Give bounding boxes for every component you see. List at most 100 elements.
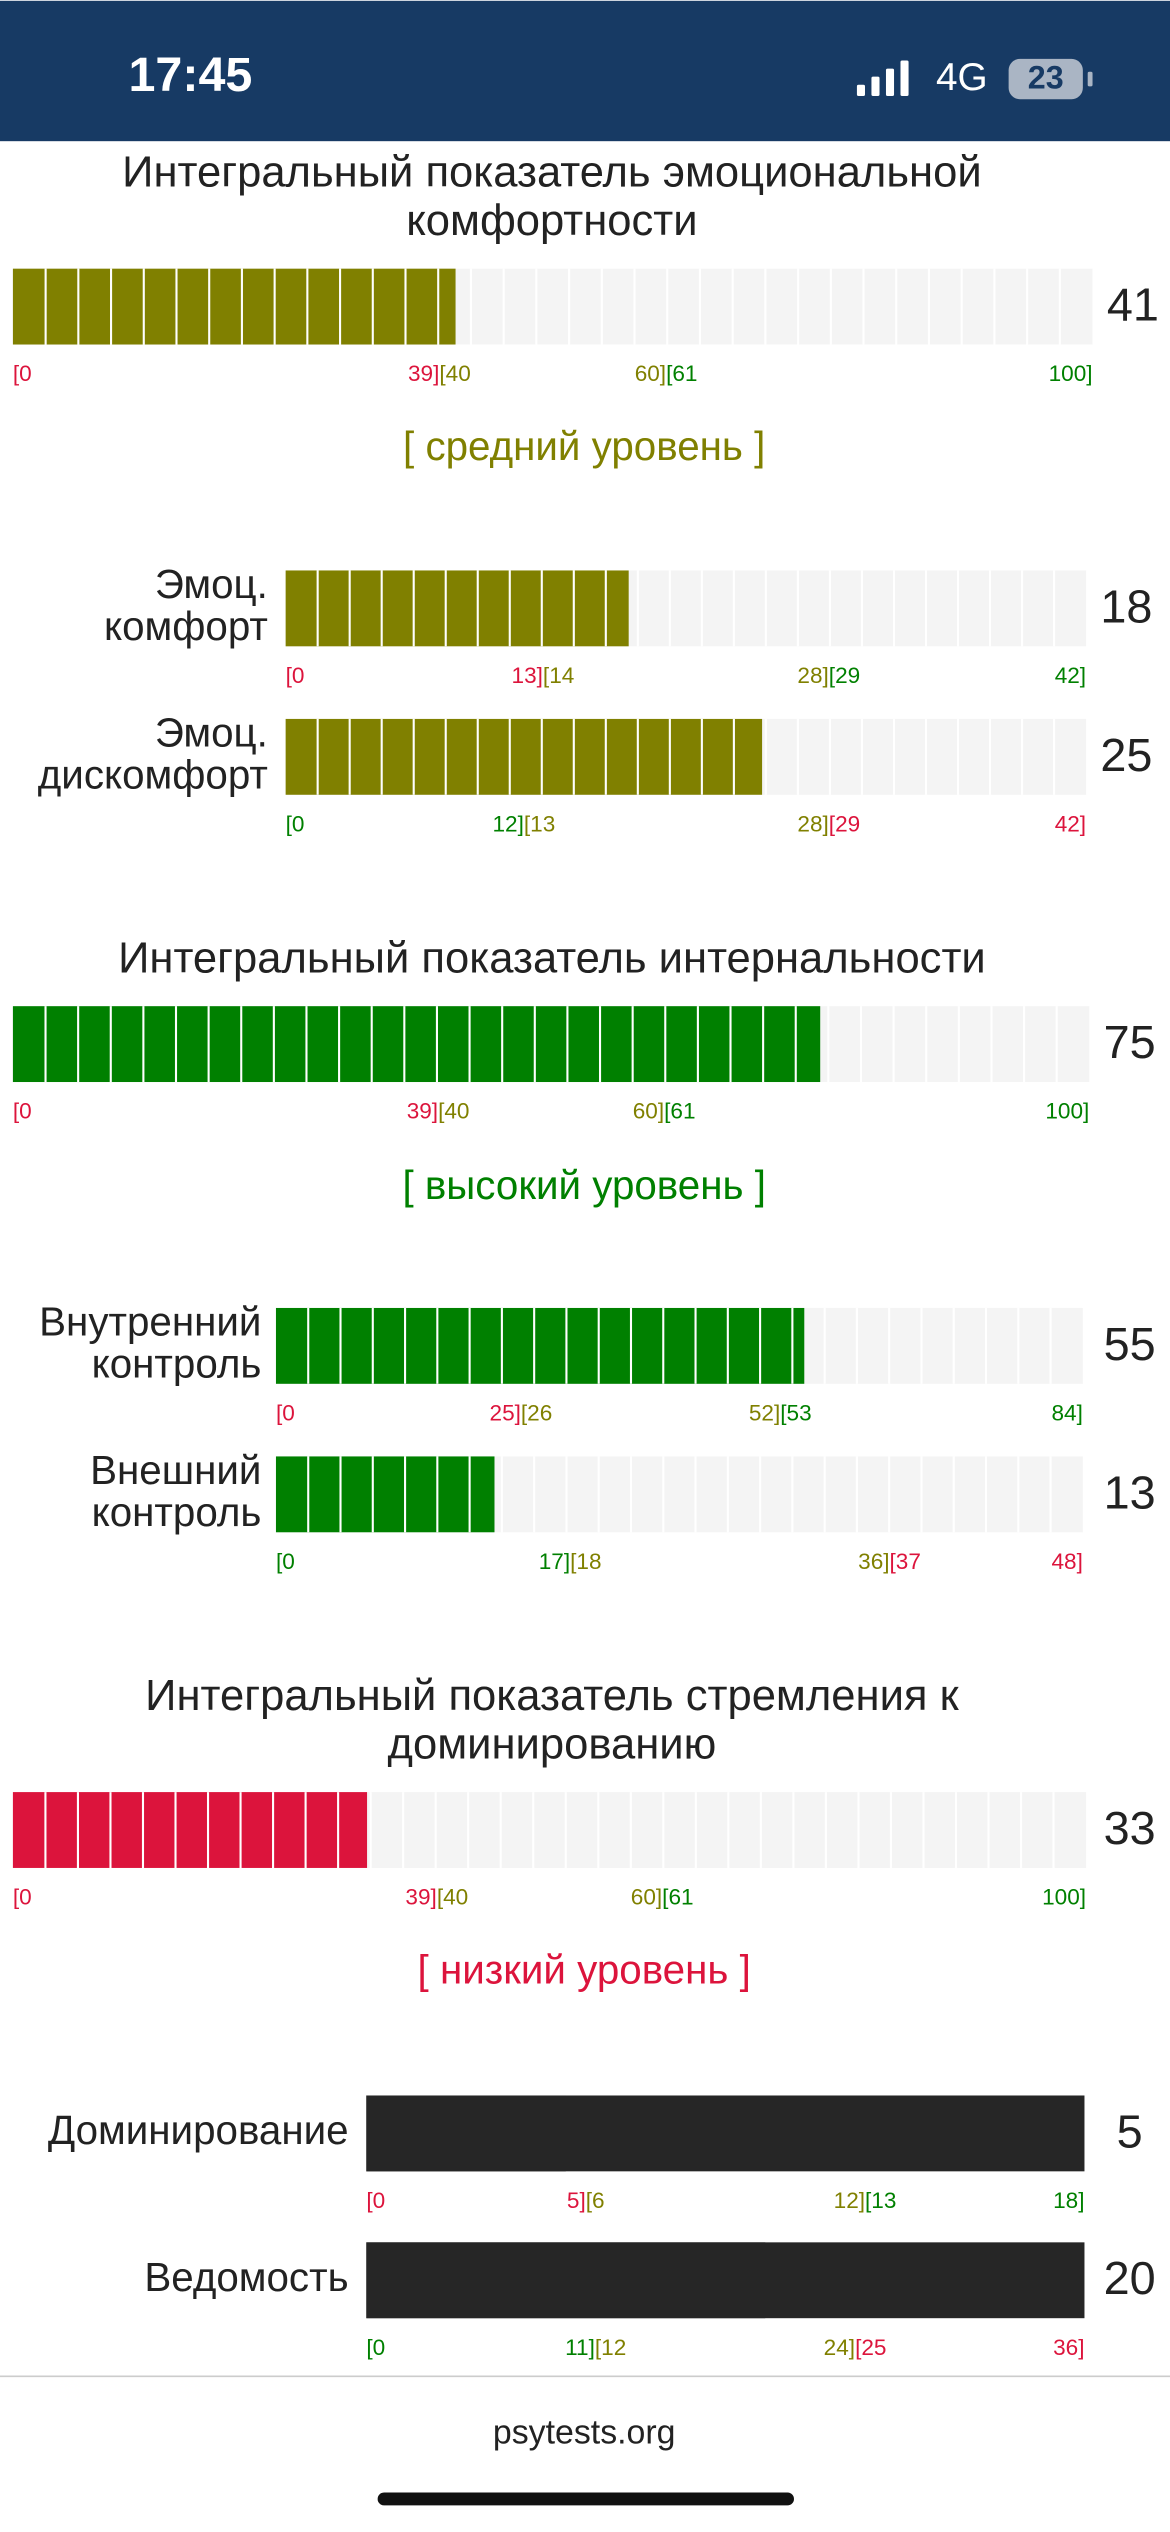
subscale-label: Эмоц.: [155, 561, 268, 607]
bar-value: 41: [1107, 279, 1159, 331]
scale-label: [0: [366, 2335, 385, 2360]
bar-value: 20: [1104, 2252, 1156, 2304]
scale-label-part: 18]: [1053, 2188, 1084, 2213]
scale-label: 28][29: [797, 663, 860, 688]
bar-fill: [275, 1307, 805, 1384]
scale-label-part: 39]: [408, 361, 439, 386]
scale-label: 12][13: [834, 2188, 897, 2213]
scale-label-part: [14: [543, 663, 574, 688]
scale-label: 12][13: [492, 811, 555, 836]
scale-label-part: [0: [366, 2188, 385, 2213]
scale-label-part: 12]: [834, 2188, 865, 2213]
section-title: комфортности: [406, 197, 697, 245]
scale-label-part: 42]: [1055, 811, 1086, 836]
scale-label-part: [0: [286, 811, 305, 836]
scale-label: 100]: [1049, 361, 1093, 386]
bar-fill: [366, 2095, 566, 2172]
scale-label-part: [0: [366, 2335, 385, 2360]
bar-fill: [12, 1006, 821, 1083]
bar-fill: [12, 1792, 368, 1868]
subscale-label: дискомфорт: [38, 751, 268, 797]
battery-tip: [1087, 71, 1093, 87]
subscale-label: Доминирование: [48, 2107, 349, 2153]
section-title: Интегральный показатель эмоциональной: [122, 149, 982, 197]
scale-label-part: 60]: [635, 361, 666, 386]
scale-label-part: [13: [865, 2188, 896, 2213]
scale-label-part: 24]: [824, 2335, 855, 2360]
scale-label-part: 28]: [797, 811, 828, 836]
battery-icon: [1008, 58, 1083, 100]
scale-label: 60][61: [633, 1099, 696, 1124]
bar-value: 55: [1104, 1318, 1156, 1370]
scale-label: 42]: [1055, 811, 1086, 836]
scale-label-part: 48]: [1051, 1549, 1082, 1574]
scale-label-part: [12: [595, 2335, 626, 2360]
bar-value: 5: [1117, 2105, 1143, 2157]
section-title: доминированию: [388, 1720, 717, 1768]
scale-label-part: 28]: [797, 663, 828, 688]
scale-label-part: [61: [666, 361, 697, 386]
scale-label-part: [61: [662, 1885, 693, 1910]
scale-label: 28][29: [797, 811, 860, 836]
section-title: Интегральный показатель интернальности: [118, 935, 986, 983]
scale-label-part: 60]: [633, 1099, 664, 1124]
scale-label-part: [26: [521, 1400, 552, 1425]
scale-label-part: [40: [438, 1099, 469, 1124]
scale-label-part: [0: [286, 663, 305, 688]
scale-label-part: [61: [664, 1099, 695, 1124]
scale-label: 17][18: [539, 1549, 602, 1574]
scale-label-part: [18: [570, 1549, 601, 1574]
scale-label: 25][26: [490, 1400, 553, 1425]
scale-label-part: 12]: [492, 811, 523, 836]
scale-label: 11][12: [565, 2335, 626, 2360]
scale-label: 60][61: [635, 361, 698, 386]
bar-fill: [285, 570, 629, 647]
scale-label: 13][14: [512, 663, 575, 688]
scale-label-part: 5]: [567, 2188, 586, 2213]
bar-fill: [285, 718, 763, 795]
scale-label-part: 100]: [1042, 1885, 1086, 1910]
footer-link[interactable]: psytests.org: [493, 2413, 676, 2451]
scale-label: 36]: [1053, 2335, 1084, 2360]
status-bar: [0, 0, 1170, 142]
scale-label-part: 60]: [631, 1885, 662, 1910]
scale-label: 24][25: [824, 2335, 887, 2360]
scale-label-part: 11]: [565, 2335, 595, 2360]
scale-label: 60][61: [631, 1885, 694, 1910]
scale-label: 84]: [1051, 1400, 1082, 1425]
signal-icon: [856, 60, 909, 96]
network: 4G: [936, 56, 988, 99]
scale-label: 39][40: [408, 361, 471, 386]
scale-label: 5][6: [567, 2188, 605, 2213]
clock: 17:45: [129, 48, 253, 102]
scale-label-part: 39]: [405, 1885, 436, 1910]
scale-label-part: 52]: [749, 1400, 780, 1425]
bar-fill: [12, 268, 456, 345]
scale-label: [0: [13, 361, 32, 386]
subscale-label: Эмоц.: [155, 710, 268, 756]
scale-label-part: [0: [13, 1099, 32, 1124]
scale-label: 18]: [1053, 2188, 1084, 2213]
scale-label-part: 36]: [1053, 2335, 1084, 2360]
scale-label-part: 25]: [490, 1400, 521, 1425]
scale-label-part: [6: [586, 2188, 605, 2213]
scale-label-part: 84]: [1051, 1400, 1082, 1425]
bar-fill: [366, 2242, 766, 2319]
scale-label: [0: [276, 1400, 295, 1425]
scale-label-part: 100]: [1045, 1099, 1089, 1124]
subscale-label: Ведомость: [144, 2254, 348, 2300]
level-label: [ средний уровень ]: [403, 423, 765, 469]
section-title: Интегральный показатель стремления к: [145, 1672, 959, 1720]
scale-label: 48]: [1051, 1549, 1082, 1574]
subscale-label: комфорт: [104, 603, 268, 649]
scale-label: [0: [366, 2188, 385, 2213]
scale-label-part: [0: [276, 1549, 295, 1574]
scale-label-part: [29: [829, 811, 860, 836]
scale-label-part: [37: [890, 1549, 921, 1574]
bar-value: 13: [1104, 1466, 1156, 1518]
scale-label-part: 100]: [1049, 361, 1093, 386]
scale-label-part: [25: [855, 2335, 886, 2360]
scale-label: 52][53: [749, 1400, 812, 1425]
